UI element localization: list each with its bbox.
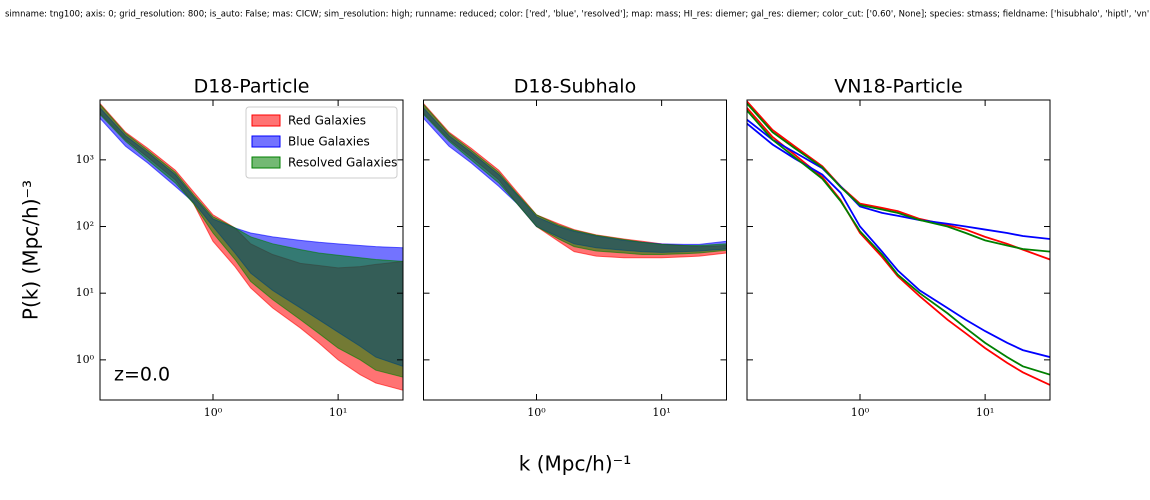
annotation: z=0.0 <box>114 364 170 386</box>
legend-swatch <box>251 156 281 169</box>
frame <box>99 99 404 401</box>
x-tick-label: 10¹ <box>976 406 994 419</box>
line <box>747 107 1050 386</box>
y-tick-label: 10² <box>76 220 94 233</box>
plot-area <box>423 102 727 259</box>
line <box>747 100 1050 261</box>
line <box>747 102 1050 253</box>
y-tick-label: 10¹ <box>76 286 94 299</box>
panel-title: D18-Subhalo <box>514 76 636 98</box>
x-tick-label: 10¹ <box>652 406 670 419</box>
frame <box>746 99 1051 401</box>
header: simname: tng100; axis: 0; grid_resolutio… <box>5 10 1150 20</box>
legend-swatch <box>251 114 281 127</box>
x-tick-label: 10¹ <box>329 406 347 419</box>
band <box>100 103 403 378</box>
y-tick-label: 10³ <box>76 153 94 166</box>
band <box>423 103 727 256</box>
line <box>747 109 1050 376</box>
plot-area <box>100 102 403 391</box>
line <box>747 122 1050 358</box>
legend-swatch <box>251 135 281 148</box>
legend-label: Resolved Galaxies <box>288 156 397 170</box>
x-axis-label: k (Mpc/h)⁻¹ <box>519 452 631 476</box>
x-tick-label: 10⁰ <box>204 406 223 419</box>
x-tick-label: 10⁰ <box>527 406 546 419</box>
y-axis-label: P(k) (Mpc/h)⁻³ <box>19 180 43 320</box>
plot-area <box>747 100 1050 386</box>
line <box>747 118 1050 240</box>
legend-box <box>245 106 398 179</box>
y-tick-label: 10⁰ <box>76 353 95 366</box>
x-tick-label: 10⁰ <box>851 406 870 419</box>
legend-label: Blue Galaxies <box>288 135 370 149</box>
panel-title: VN18-Particle <box>834 76 962 98</box>
legend-label: Red Galaxies <box>288 114 366 128</box>
frame <box>423 99 727 401</box>
panel-title: D18-Particle <box>194 76 310 98</box>
